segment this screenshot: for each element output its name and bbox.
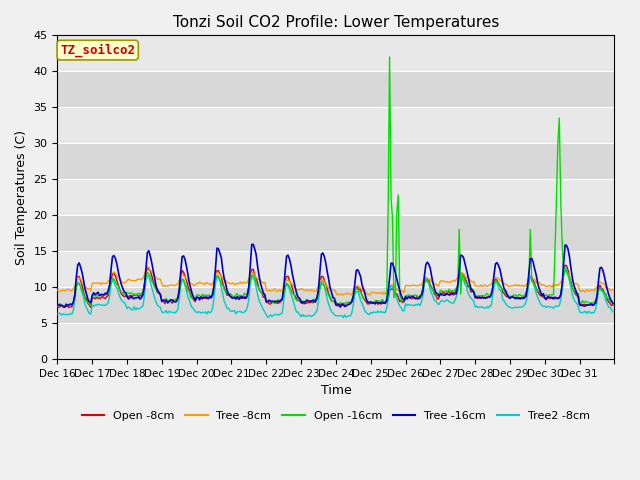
Legend: Open -8cm, Tree -8cm, Open -16cm, Tree -16cm, Tree2 -8cm: Open -8cm, Tree -8cm, Open -16cm, Tree -…	[77, 407, 595, 425]
Open -16cm	[61, 303, 68, 309]
Tree -16cm	[608, 298, 616, 304]
Open -8cm	[609, 302, 617, 308]
Open -8cm	[92, 296, 99, 301]
Bar	[58, 179, 614, 215]
Tree2 -8cm	[54, 311, 61, 317]
Tree -8cm	[535, 279, 543, 285]
Tree -8cm	[609, 287, 617, 293]
X-axis label: Time: Time	[321, 384, 351, 397]
Open -8cm	[534, 289, 541, 295]
Tree -16cm	[54, 302, 61, 308]
Bar	[58, 107, 614, 143]
Y-axis label: Soil Temperatures (C): Soil Temperatures (C)	[15, 130, 28, 264]
Open -8cm	[74, 274, 81, 279]
Tree -8cm	[608, 288, 616, 293]
Title: Tonzi Soil CO2 Profile: Lower Temperatures: Tonzi Soil CO2 Profile: Lower Temperatur…	[173, 15, 499, 30]
Tree -16cm	[74, 262, 81, 268]
Tree -16cm	[342, 303, 350, 309]
Open -8cm	[340, 302, 348, 308]
Tree2 -8cm	[72, 286, 80, 291]
Open -16cm	[74, 281, 81, 287]
Open -8cm	[451, 290, 459, 296]
Tree2 -8cm	[608, 307, 616, 312]
Open -16cm	[54, 303, 61, 309]
Line: Tree -8cm: Tree -8cm	[58, 266, 613, 295]
Open -16cm	[452, 285, 460, 291]
Open -16cm	[92, 293, 99, 299]
Tree2 -8cm	[340, 312, 348, 318]
Tree -16cm	[609, 300, 617, 306]
Open -8cm	[608, 303, 616, 309]
Bar	[58, 143, 614, 179]
Tree -8cm	[54, 288, 61, 293]
Tree2 -8cm	[339, 315, 347, 321]
Open -16cm	[340, 300, 348, 306]
Tree -16cm	[92, 292, 99, 298]
Bar	[58, 323, 614, 359]
Tree2 -8cm	[561, 264, 569, 270]
Line: Open -8cm: Open -8cm	[58, 265, 613, 308]
Line: Open -16cm: Open -16cm	[58, 57, 613, 306]
Tree -16cm	[250, 241, 257, 247]
Tree -8cm	[143, 264, 151, 269]
Tree2 -8cm	[90, 303, 97, 309]
Line: Tree -16cm: Tree -16cm	[58, 244, 613, 307]
Tree -8cm	[90, 280, 97, 286]
Tree -8cm	[342, 291, 350, 297]
Tree2 -8cm	[451, 298, 459, 303]
Tree -8cm	[72, 278, 80, 284]
Tree -8cm	[339, 292, 347, 298]
Tree -8cm	[452, 276, 460, 282]
Open -8cm	[65, 305, 73, 311]
Open -16cm	[386, 54, 394, 60]
Tree -16cm	[452, 291, 460, 297]
Tree -16cm	[535, 285, 543, 291]
Bar	[58, 72, 614, 107]
Open -16cm	[608, 299, 616, 305]
Tree -16cm	[61, 304, 68, 310]
Tree2 -8cm	[534, 294, 541, 300]
Bar	[58, 287, 614, 323]
Text: TZ_soilco2: TZ_soilco2	[60, 43, 135, 57]
Line: Tree2 -8cm: Tree2 -8cm	[58, 267, 613, 318]
Open -16cm	[609, 301, 617, 307]
Open -8cm	[561, 262, 569, 268]
Bar	[58, 215, 614, 251]
Open -8cm	[54, 304, 61, 310]
Bar	[58, 251, 614, 287]
Tree2 -8cm	[609, 309, 617, 315]
Bar	[58, 36, 614, 72]
Open -16cm	[535, 288, 543, 294]
